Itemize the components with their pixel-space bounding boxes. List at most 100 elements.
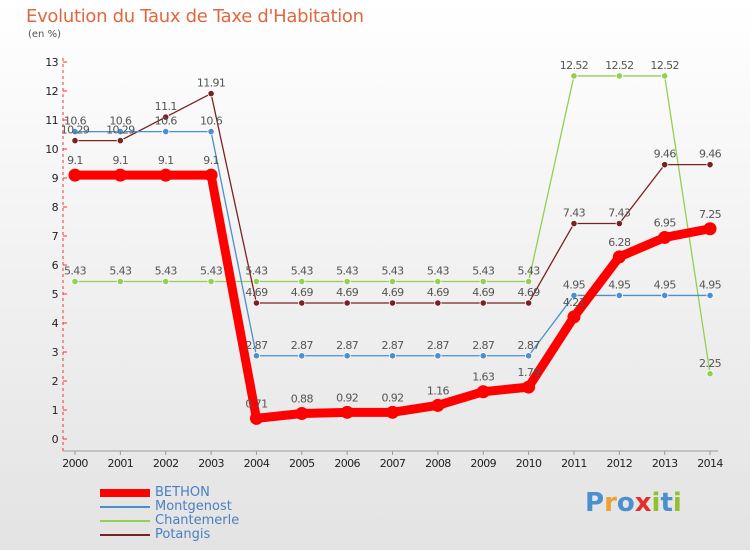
legend-item-chantemerle: Chantemerle (100, 514, 239, 528)
data-point-montgenost (343, 352, 351, 360)
data-label-chantemerle: 5.43 (200, 265, 223, 278)
data-point-montgenost (434, 352, 442, 360)
legend-item-potangis: Potangis (100, 528, 239, 542)
logo-letter: o (616, 488, 635, 518)
data-point-bethon (658, 230, 672, 244)
data-label-montgenost: 10.6 (155, 115, 178, 128)
data-label-montgenost: 2.87 (336, 339, 359, 352)
data-point-potangis (434, 299, 442, 307)
data-point-chantemerle (388, 277, 397, 286)
data-label-potangis: 4.69 (472, 286, 495, 299)
legend: BETHON Montgenost Chantemerle Potangis (100, 486, 239, 542)
data-point-bethon (295, 406, 309, 420)
data-point-potangis (388, 299, 397, 307)
data-label-montgenost: 2.87 (472, 339, 495, 352)
x-tick-label: 2011 (561, 457, 587, 470)
data-label-montgenost: 10.6 (64, 115, 87, 128)
legend-swatch-bethon (100, 489, 150, 497)
data-label-chantemerle: 12.52 (560, 59, 589, 72)
y-tick-label: 4 (52, 317, 59, 330)
data-point-potangis (524, 299, 533, 307)
data-point-bethon (340, 405, 354, 419)
series-layer (68, 72, 717, 425)
data-label-chantemerle: 5.43 (518, 265, 541, 278)
data-label-chantemerle: 5.43 (64, 265, 87, 278)
data-point-chantemerle (71, 277, 79, 286)
data-label-chantemerle: 5.43 (155, 265, 178, 278)
data-point-potangis (615, 219, 623, 228)
data-label-bethon: 0.71 (245, 397, 267, 410)
data-label-bethon: 0.88 (291, 392, 314, 405)
x-tick-label: 2003 (198, 457, 224, 470)
data-point-bethon (476, 385, 490, 399)
data-label-chantemerle: 5.43 (427, 265, 450, 278)
legend-label-bethon: BETHON (155, 485, 210, 500)
data-point-montgenost (615, 291, 623, 300)
data-label-montgenost: 2.87 (427, 339, 450, 352)
y-tick-label: 12 (45, 85, 58, 98)
data-point-bethon (113, 168, 127, 182)
legend-swatch-potangis (100, 534, 150, 536)
data-label-potangis: 4.69 (518, 286, 541, 299)
data-label-bethon: 1.79 (518, 366, 541, 379)
data-point-montgenost (661, 291, 669, 300)
data-label-bethon: 9.1 (158, 154, 174, 167)
data-label-montgenost: 2.87 (518, 339, 541, 352)
data-label-chantemerle: 2.25 (699, 357, 722, 370)
data-point-chantemerle (343, 277, 351, 286)
x-tick-label: 2009 (470, 457, 496, 470)
x-tick-label: 2010 (516, 457, 542, 470)
data-point-potangis (207, 90, 215, 98)
y-tick-label: 5 (52, 288, 59, 301)
y-tick-label: 2 (52, 375, 58, 388)
data-point-bethon (522, 380, 536, 394)
y-tick-label: 13 (45, 56, 58, 69)
data-point-bethon (386, 405, 400, 419)
data-labels-layer: 5.43 5.43 5.43 5.43 5.43 5.43 5.43 5.43 5.43 5.43… (61, 59, 723, 410)
data-point-chantemerle (434, 277, 442, 286)
x-tick-label: 2008 (425, 457, 451, 470)
y-tick-label: 11 (45, 114, 58, 127)
logo-letter: r (604, 488, 617, 518)
data-label-chantemerle: 5.43 (245, 265, 268, 278)
data-label-montgenost: 2.87 (381, 339, 404, 352)
data-label-montgenost: 4.95 (654, 278, 677, 291)
y-tick-label: 0 (52, 433, 59, 446)
data-label-bethon: 9.1 (113, 154, 129, 167)
data-label-bethon: 9.1 (67, 154, 83, 167)
y-tick-label: 9 (52, 172, 59, 185)
data-point-montgenost (479, 352, 487, 360)
data-point-bethon (249, 411, 263, 425)
data-point-montgenost (706, 291, 714, 300)
data-label-montgenost: 10.6 (200, 115, 223, 128)
data-label-potangis: 4.69 (381, 286, 404, 299)
data-label-chantemerle: 5.43 (291, 265, 314, 278)
legend-label-montgenost: Montgenost (155, 499, 232, 514)
y-tick-label: 8 (52, 201, 59, 214)
x-tick-label: 2001 (108, 457, 134, 470)
x-tick-label: 2007 (380, 457, 406, 470)
data-label-chantemerle: 5.43 (381, 265, 404, 278)
data-point-montgenost (298, 352, 306, 360)
data-point-bethon (204, 168, 218, 182)
logo-letter: t (660, 488, 673, 518)
data-label-bethon: 6.95 (654, 216, 677, 229)
data-label-potangis: 4.69 (336, 286, 359, 299)
data-point-montgenost (524, 352, 533, 360)
data-point-potangis (570, 219, 578, 228)
x-tick-label: 2004 (244, 457, 270, 470)
y-tick-label: 10 (45, 143, 58, 156)
data-point-montgenost (570, 291, 578, 300)
data-label-potangis: 4.69 (291, 286, 314, 299)
y-tick-label: 6 (52, 259, 59, 272)
chart-subtitle: (en %) (28, 29, 61, 40)
data-point-montgenost (162, 128, 170, 136)
data-point-montgenost (116, 128, 124, 136)
data-point-bethon (612, 250, 626, 264)
data-label-montgenost: 2.87 (291, 339, 314, 352)
x-tick-label: 2013 (652, 457, 678, 470)
data-point-chantemerle (116, 277, 124, 286)
data-point-chantemerle (207, 277, 215, 286)
data-label-montgenost: 2.87 (245, 339, 268, 352)
